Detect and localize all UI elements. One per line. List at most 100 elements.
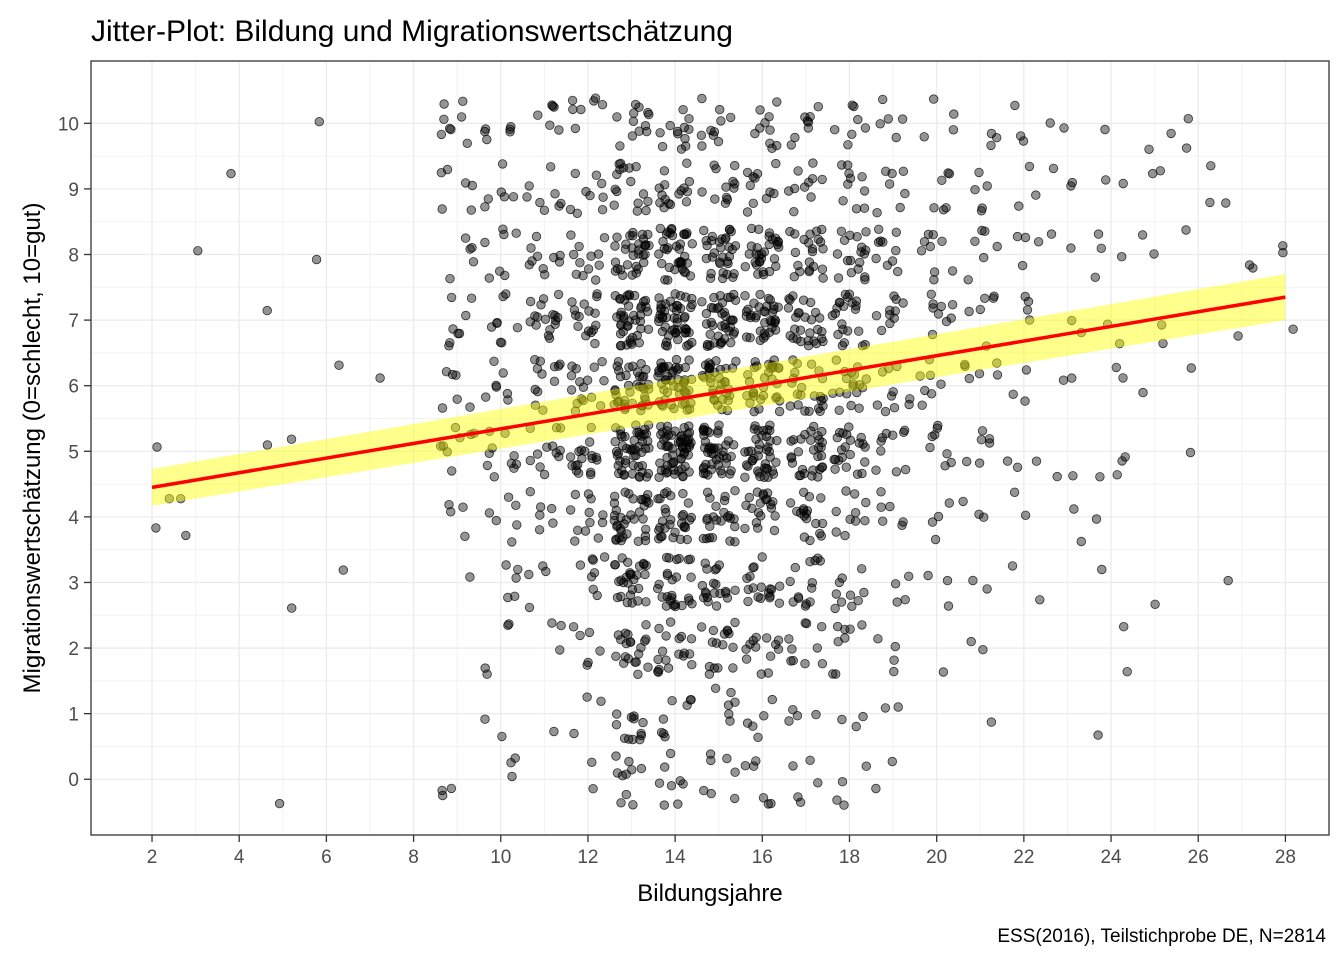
data-point — [538, 405, 548, 415]
data-point — [686, 374, 697, 385]
data-point — [986, 717, 997, 727]
chart-caption: ESS(2016), Teilstichprobe DE, N=2814 — [997, 926, 1326, 947]
data-point — [1068, 471, 1078, 481]
data-point — [1024, 315, 1035, 325]
data-point — [962, 456, 972, 467]
data-point — [375, 373, 385, 383]
data-point — [808, 158, 818, 168]
data-point — [716, 516, 726, 526]
data-point — [871, 465, 881, 475]
data-point — [684, 515, 695, 525]
data-point — [538, 294, 549, 304]
data-point — [1010, 100, 1020, 111]
data-point — [535, 510, 545, 520]
data-point — [817, 659, 828, 669]
data-point — [655, 198, 665, 208]
x-tick-label: 4 — [234, 847, 245, 868]
data-point — [654, 249, 664, 259]
data-point — [547, 100, 557, 110]
data-point — [594, 260, 604, 270]
data-point — [676, 454, 686, 464]
data-point — [772, 140, 782, 151]
data-point — [728, 642, 738, 653]
data-point — [878, 94, 888, 105]
data-point — [760, 459, 771, 469]
data-point — [853, 264, 863, 274]
data-point — [666, 491, 676, 501]
data-point — [697, 93, 707, 104]
data-point — [615, 141, 625, 151]
data-point — [788, 435, 799, 445]
y-tick-label: 6 — [68, 377, 79, 398]
data-point — [745, 180, 756, 191]
data-point — [1100, 175, 1111, 185]
data-point — [880, 703, 891, 713]
data-point — [790, 324, 800, 334]
data-point — [916, 246, 927, 256]
data-point — [628, 800, 638, 810]
data-point — [636, 359, 646, 369]
data-point — [982, 584, 992, 594]
data-point — [989, 291, 999, 301]
data-point — [709, 127, 720, 137]
data-point — [661, 507, 671, 518]
data-point — [1158, 338, 1168, 349]
data-point — [992, 132, 1002, 143]
data-point — [634, 102, 644, 112]
data-point — [634, 649, 644, 659]
data-point — [753, 732, 763, 743]
data-point — [498, 291, 508, 302]
data-point — [893, 702, 903, 712]
data-point — [788, 333, 798, 343]
x-tick-label: 8 — [408, 847, 419, 868]
data-point — [511, 573, 521, 583]
data-point — [686, 634, 697, 644]
data-point — [942, 575, 953, 586]
data-point — [764, 266, 775, 277]
data-point — [743, 370, 753, 380]
data-point — [1186, 363, 1197, 373]
data-point — [634, 561, 645, 571]
data-point — [576, 394, 587, 404]
data-point — [835, 387, 845, 397]
data-point — [840, 530, 850, 541]
data-point — [785, 295, 795, 305]
data-point — [633, 669, 643, 680]
data-point — [947, 266, 958, 276]
data-point — [540, 314, 551, 325]
data-point — [448, 324, 458, 334]
data-point — [978, 645, 988, 655]
data-point — [804, 257, 815, 267]
data-point — [974, 509, 984, 520]
data-point — [774, 598, 785, 608]
data-point — [437, 785, 447, 796]
data-point — [760, 118, 770, 128]
data-point — [467, 180, 478, 191]
data-point — [480, 663, 490, 673]
data-point — [1166, 128, 1176, 139]
data-point — [852, 231, 862, 242]
data-point — [660, 762, 670, 772]
y-tick-label: 0 — [68, 770, 79, 791]
data-point — [927, 517, 938, 527]
data-point — [525, 296, 536, 307]
data-point — [314, 116, 325, 127]
data-point — [728, 315, 738, 325]
data-point — [583, 489, 594, 499]
data-point — [1018, 136, 1029, 146]
data-point — [831, 669, 841, 679]
minor-gridlines — [91, 61, 1329, 835]
data-point — [530, 311, 540, 321]
data-point — [586, 467, 596, 478]
data-point — [831, 589, 842, 599]
data-point — [506, 121, 516, 132]
data-point — [616, 320, 626, 330]
data-point — [654, 623, 664, 634]
data-point — [701, 235, 711, 246]
data-point — [446, 507, 456, 517]
data-point — [743, 596, 753, 607]
data-point — [571, 466, 582, 476]
data-point — [610, 241, 620, 251]
data-point — [462, 138, 473, 149]
data-point — [769, 304, 779, 315]
